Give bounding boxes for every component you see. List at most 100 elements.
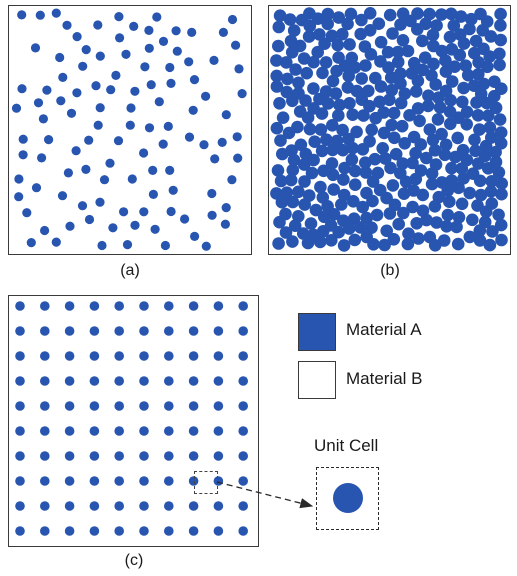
particle xyxy=(95,51,105,61)
particle xyxy=(367,238,380,251)
particle xyxy=(364,48,378,61)
particle xyxy=(325,29,339,43)
particle xyxy=(84,135,94,145)
particle xyxy=(461,68,475,82)
particle xyxy=(381,45,395,59)
particle xyxy=(371,166,385,180)
particle xyxy=(405,67,418,80)
particle xyxy=(66,108,77,118)
particle xyxy=(452,211,466,224)
particle xyxy=(439,54,452,67)
particle xyxy=(486,225,499,238)
particle xyxy=(359,156,372,169)
lattice-particle xyxy=(139,326,149,336)
particle xyxy=(108,223,118,233)
particle xyxy=(483,121,497,134)
particle xyxy=(333,98,346,112)
particle xyxy=(294,138,308,152)
particle xyxy=(148,189,158,199)
particle xyxy=(395,119,409,133)
particle xyxy=(449,150,462,164)
particle xyxy=(72,32,82,42)
lattice-particle xyxy=(238,401,248,411)
lattice-particle xyxy=(213,326,224,336)
particle xyxy=(376,142,389,155)
particle xyxy=(494,33,507,47)
particle xyxy=(234,64,244,74)
particle xyxy=(365,123,378,137)
lattice-particle xyxy=(64,351,75,361)
particle xyxy=(412,232,425,245)
caption-c: (c) xyxy=(124,552,144,569)
particle xyxy=(93,120,103,130)
particle xyxy=(454,10,468,23)
lattice-particle xyxy=(188,376,199,386)
particle xyxy=(271,164,285,177)
particle xyxy=(451,237,465,251)
particle xyxy=(338,161,351,175)
particle xyxy=(281,72,294,86)
particle xyxy=(386,179,400,192)
particle xyxy=(220,219,230,229)
lattice-particle xyxy=(213,526,224,536)
particle xyxy=(165,165,175,175)
particle xyxy=(438,148,452,162)
particle xyxy=(302,30,316,43)
lattice-particle xyxy=(114,401,124,411)
particle xyxy=(392,217,405,231)
particle xyxy=(166,206,176,217)
particle xyxy=(308,135,321,148)
particle xyxy=(489,155,503,169)
lattice-particle xyxy=(188,351,199,361)
particle xyxy=(188,105,198,115)
particle xyxy=(345,153,359,166)
lattice-particle xyxy=(213,451,224,461)
particle xyxy=(158,139,168,149)
particle xyxy=(40,225,50,236)
particle xyxy=(483,238,497,252)
particle xyxy=(272,20,286,34)
particle xyxy=(362,84,375,98)
particle xyxy=(190,231,200,241)
particle xyxy=(320,133,333,146)
particle xyxy=(493,58,506,72)
lattice-particle xyxy=(114,476,124,486)
particle xyxy=(297,158,311,171)
lattice-particle xyxy=(64,301,75,311)
particle xyxy=(401,44,415,58)
particle xyxy=(439,138,453,152)
lattice-particle xyxy=(15,526,25,536)
particle xyxy=(398,87,412,100)
particle xyxy=(233,153,243,163)
particle xyxy=(227,14,238,25)
lattice-particle xyxy=(64,526,75,536)
particle xyxy=(337,239,351,252)
particle xyxy=(283,13,297,26)
particle xyxy=(495,187,508,201)
lattice-particle xyxy=(164,501,174,511)
particle xyxy=(317,164,330,178)
particle xyxy=(489,101,503,115)
particle xyxy=(325,234,338,247)
particle xyxy=(14,174,24,184)
particle xyxy=(325,157,339,170)
particle xyxy=(492,166,506,179)
particle xyxy=(423,7,436,21)
lattice-particle xyxy=(114,501,124,511)
particle xyxy=(270,80,284,93)
lattice-particle xyxy=(164,351,174,361)
particle xyxy=(411,102,425,115)
particle xyxy=(494,19,507,32)
particle xyxy=(18,134,28,144)
particle xyxy=(307,55,320,69)
particle xyxy=(139,207,149,217)
particle xyxy=(459,59,472,72)
lattice-particle xyxy=(213,426,224,436)
particle xyxy=(337,173,350,186)
particle xyxy=(276,111,290,124)
particle xyxy=(152,12,162,22)
particle xyxy=(346,141,359,155)
particle xyxy=(388,131,401,145)
particle xyxy=(276,147,289,161)
particle xyxy=(401,237,415,251)
